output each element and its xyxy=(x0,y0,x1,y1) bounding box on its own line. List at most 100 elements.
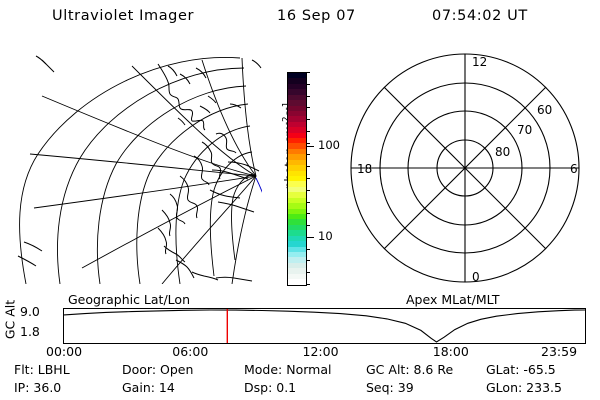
colorbar-band xyxy=(288,224,306,231)
mlt-lat-label-60: 60 xyxy=(537,103,552,117)
colorbar-band xyxy=(288,121,306,128)
instrument-title: Ultraviolet Imager xyxy=(52,8,195,24)
colorbar-band xyxy=(288,132,306,139)
orbit-altitude-panel[interactable]: Geographic Lat/Lon Apex MLat/MLT GC Alt … xyxy=(0,292,600,359)
colorbar-minor-tick xyxy=(306,284,310,285)
mlt-label-12: 12 xyxy=(472,55,487,69)
colorbar-band xyxy=(288,159,306,166)
status-flt: Flt: LBHL xyxy=(14,362,70,377)
colorbar-band xyxy=(288,230,306,236)
colorbar-minor-tick xyxy=(306,96,310,97)
colorbar-minor-tick xyxy=(306,107,310,108)
colorbar-minor-tick xyxy=(306,202,310,203)
time-axis-tick-label: 23:59 xyxy=(541,344,578,359)
colorbar-minor-tick xyxy=(306,213,310,214)
observation-date: 16 Sep 07 xyxy=(277,8,356,24)
orbit-plot-svg xyxy=(64,309,585,343)
terminator-line xyxy=(255,177,262,193)
geographic-map-svg xyxy=(17,55,262,284)
header-bar: Ultraviolet Imager 16 Sep 07 07:54:02 UT xyxy=(0,6,600,30)
orbit-y-max-label: 9.0 xyxy=(20,304,40,319)
mlt-dial-panel[interactable]: 12 6 0 18 60 70 80 xyxy=(335,46,595,286)
time-axis-tick-label: 12:00 xyxy=(302,344,339,359)
orbit-caption-left: Geographic Lat/Lon xyxy=(68,292,190,307)
mlt-hour-labels: 12 6 0 18 xyxy=(357,55,578,284)
colorbar-major-tick xyxy=(306,146,314,147)
colorbar-band xyxy=(288,143,306,149)
orbit-caption-right: Apex MLat/MLT xyxy=(406,292,500,307)
colorbar-band xyxy=(288,268,306,274)
orbit-y-axis-title-text: GC Alt xyxy=(2,299,18,340)
colorbar-band xyxy=(288,235,306,242)
orbit-y-axis-title: GC Alt xyxy=(2,298,18,344)
status-gcalt: GC Alt: 8.6 Re xyxy=(366,362,454,377)
colorbar-band xyxy=(288,94,306,101)
colorbar-gradient[interactable] xyxy=(287,72,307,286)
colorbar-minor-tick xyxy=(306,260,310,261)
colorbar-band xyxy=(288,262,306,269)
colorbar-minor-tick xyxy=(306,190,310,191)
colorbar-band xyxy=(288,273,306,280)
colorbar-minor-tick xyxy=(306,84,310,85)
colorbar-band xyxy=(288,110,306,117)
colorbar-minor-tick xyxy=(306,249,310,250)
status-seq: Seq: 39 xyxy=(366,380,414,395)
colorbar-band xyxy=(288,197,306,204)
mlt-spokes xyxy=(351,54,579,282)
colorbar-band xyxy=(288,138,306,144)
colorbar-band xyxy=(288,170,306,177)
status-mode: Mode: Normal xyxy=(244,362,332,377)
altitude-curve xyxy=(64,309,585,343)
colorbar-band xyxy=(288,165,306,171)
colorbar-band xyxy=(288,251,306,258)
colorbar-band xyxy=(288,219,306,225)
colorbar-band xyxy=(288,78,306,84)
orbit-y-min-label: 1.8 xyxy=(20,324,40,339)
colorbar-tick-label: 100 xyxy=(318,138,340,152)
colorbar-band xyxy=(288,73,306,79)
colorbar-minor-tick xyxy=(306,131,310,132)
status-ip: IP: 36.0 xyxy=(14,380,62,395)
mlt-lat-label-80: 80 xyxy=(495,145,510,159)
colorbar-band xyxy=(288,181,306,187)
geographic-map-panel[interactable] xyxy=(12,46,262,284)
colorbar-minor-tick xyxy=(306,154,310,155)
coastlines xyxy=(17,55,262,282)
colorbar-band xyxy=(288,100,306,106)
colorbar-minor-tick xyxy=(306,143,310,144)
mlt-dial-svg: 12 6 0 18 60 70 80 xyxy=(350,53,580,284)
colorbar-band xyxy=(288,186,306,193)
colorbar-band xyxy=(288,148,306,155)
colorbar-minor-tick xyxy=(306,72,310,73)
colorbar-band xyxy=(288,192,306,198)
time-axis-tick-label: 18:00 xyxy=(432,344,469,359)
colorbar-band xyxy=(288,241,306,247)
colorbar-band xyxy=(288,203,306,209)
colorbar-minor-tick xyxy=(306,225,310,226)
colorbar-minor-tick xyxy=(306,166,310,167)
mlt-lat-label-70: 70 xyxy=(517,123,532,137)
mlt-label-0: 0 xyxy=(472,270,480,284)
status-footer: Flt: LBHL Door: Open Mode: Normal GC Alt… xyxy=(0,362,600,400)
status-glat: GLat: -65.5 xyxy=(486,362,556,377)
status-glon: GLon: 233.5 xyxy=(486,380,562,395)
time-axis-tick-label: 06:00 xyxy=(172,344,209,359)
colorbar-band xyxy=(288,89,306,95)
colorbar-tick-group: 100 10 xyxy=(306,72,356,286)
colorbar-major-tick xyxy=(306,237,314,238)
colorbar-band xyxy=(288,213,306,220)
colorbar-band xyxy=(288,208,306,214)
colorbar-minor-tick xyxy=(306,119,310,120)
colorbar-minor-tick xyxy=(306,272,310,273)
colorbar-band xyxy=(288,116,306,122)
colorbar-minor-tick xyxy=(306,178,310,179)
time-axis-tick-label: 00:00 xyxy=(46,344,83,359)
mlt-lat-labels: 60 70 80 xyxy=(495,103,552,159)
orbit-plot-area[interactable] xyxy=(63,308,586,344)
mlt-label-18: 18 xyxy=(357,162,372,176)
colorbar-band xyxy=(288,127,306,133)
status-gain: Gain: 14 xyxy=(122,380,175,395)
colorbar-tick-label: 10 xyxy=(318,229,333,243)
